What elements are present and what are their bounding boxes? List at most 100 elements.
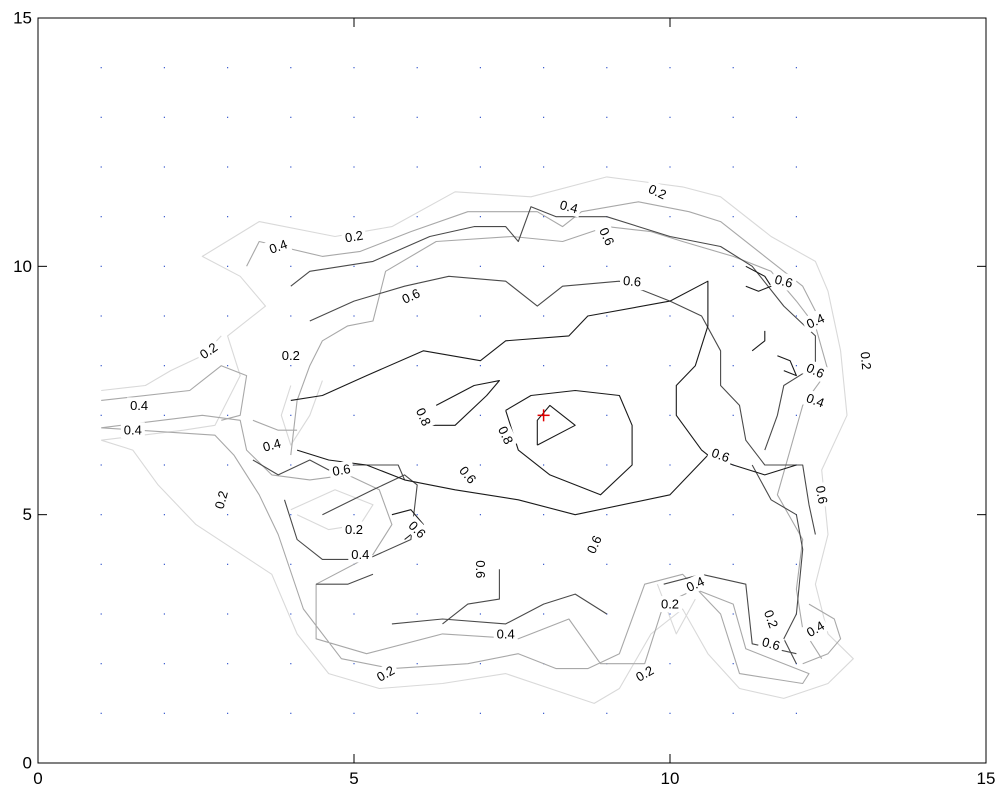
sample-dot <box>290 117 291 118</box>
sample-dot <box>417 464 418 465</box>
sample-dot <box>101 713 102 714</box>
sample-dot <box>733 613 734 614</box>
sample-dot <box>290 365 291 366</box>
contour-label: 0.2 <box>661 597 679 612</box>
sample-dot <box>733 514 734 515</box>
sample-dot <box>606 464 607 465</box>
sample-dot <box>796 166 797 167</box>
contour-label-group: 0.2 <box>279 348 303 364</box>
sample-dot <box>227 415 228 416</box>
sample-dot <box>101 464 102 465</box>
sample-dot <box>164 166 165 167</box>
sample-dot <box>227 514 228 515</box>
contour-label: 0.4 <box>130 398 148 413</box>
sample-dot <box>290 713 291 714</box>
sample-dot <box>543 564 544 565</box>
sample-dot <box>733 713 734 714</box>
sample-dot <box>417 117 418 118</box>
contour-label: 0.6 <box>813 485 831 505</box>
sample-dot <box>417 613 418 614</box>
sample-dot <box>101 514 102 515</box>
sample-dot <box>543 117 544 118</box>
contour-label-group: 0.4 <box>127 397 151 413</box>
plot-background <box>38 18 986 763</box>
sample-dot <box>606 315 607 316</box>
sample-dot <box>669 564 670 565</box>
sample-dot <box>733 564 734 565</box>
sample-dot <box>101 315 102 316</box>
sample-dot <box>796 415 797 416</box>
sample-dot <box>669 365 670 366</box>
sample-dot <box>543 67 544 68</box>
contour-label-group: 0.4 <box>348 546 372 562</box>
sample-dot <box>353 613 354 614</box>
sample-dot <box>290 564 291 565</box>
sample-dot <box>796 365 797 366</box>
contour-label-group: 0.2 <box>857 348 875 373</box>
sample-dot <box>480 166 481 167</box>
contour-label: 0.2 <box>858 351 875 370</box>
sample-dot <box>417 315 418 316</box>
sample-dot <box>164 663 165 664</box>
sample-dot <box>733 663 734 664</box>
sample-dot <box>290 464 291 465</box>
sample-dot <box>796 315 797 316</box>
sample-dot <box>543 514 544 515</box>
sample-dot <box>669 315 670 316</box>
y-tick-label: 10 <box>13 257 32 276</box>
sample-dot <box>353 663 354 664</box>
sample-dot <box>606 514 607 515</box>
sample-dot <box>353 266 354 267</box>
sample-dot <box>290 216 291 217</box>
sample-dot <box>733 216 734 217</box>
sample-dot <box>353 514 354 515</box>
sample-dot <box>164 315 165 316</box>
contour-label-group: 0.2 <box>342 522 366 538</box>
sample-dot <box>543 365 544 366</box>
sample-dot <box>796 713 797 714</box>
sample-dot <box>101 266 102 267</box>
sample-dot <box>417 564 418 565</box>
sample-dot <box>164 266 165 267</box>
sample-dot <box>353 713 354 714</box>
sample-dot <box>669 713 670 714</box>
sample-dot <box>669 663 670 664</box>
contour-label: 0.6 <box>622 273 641 290</box>
sample-dot <box>417 514 418 515</box>
contour-label-group: 0.6 <box>472 557 488 581</box>
sample-dot <box>543 166 544 167</box>
sample-dot <box>101 166 102 167</box>
sample-dot <box>290 67 291 68</box>
sample-dot <box>733 166 734 167</box>
sample-dot <box>733 365 734 366</box>
sample-dot <box>543 315 544 316</box>
sample-dot <box>101 67 102 68</box>
sample-dot <box>164 564 165 565</box>
sample-dot <box>164 464 165 465</box>
sample-dot <box>733 117 734 118</box>
sample-dot <box>164 713 165 714</box>
sample-dot <box>164 365 165 366</box>
sample-dot <box>290 266 291 267</box>
sample-dot <box>164 216 165 217</box>
sample-dot <box>669 166 670 167</box>
sample-dot <box>606 67 607 68</box>
sample-dot <box>353 216 354 217</box>
sample-dot <box>480 315 481 316</box>
sample-dot <box>353 365 354 366</box>
sample-dot <box>290 663 291 664</box>
contour-label: 0.6 <box>473 560 488 578</box>
sample-dot <box>164 67 165 68</box>
contour-label-group: 0.2 <box>658 596 682 612</box>
sample-dot <box>353 415 354 416</box>
sample-dot <box>669 266 670 267</box>
sample-dot <box>101 365 102 366</box>
sample-dot <box>669 117 670 118</box>
sample-dot <box>164 117 165 118</box>
sample-dot <box>543 266 544 267</box>
sample-dot <box>669 613 670 614</box>
sample-dot <box>796 216 797 217</box>
sample-dot <box>417 166 418 167</box>
sample-dot <box>164 514 165 515</box>
